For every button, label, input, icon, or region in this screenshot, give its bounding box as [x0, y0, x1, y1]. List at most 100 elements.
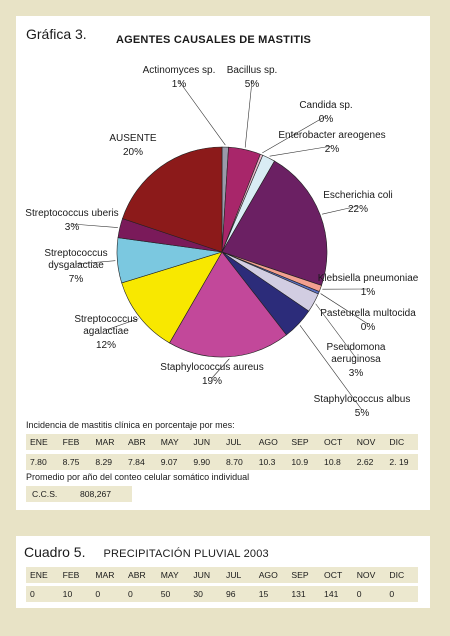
cuadro-number: Cuadro 5. [24, 544, 86, 560]
slice-label: dysgalactiae [48, 260, 104, 271]
incidence-value-cell: 2.62 [356, 457, 374, 467]
incidence-value-cell: 10.3 [258, 457, 276, 467]
pie-slice [221, 160, 328, 286]
slice-value: 12% [96, 340, 116, 351]
incidence-value-cell: 10.9 [291, 457, 309, 467]
incidence-value-cell: 10.8 [324, 457, 341, 467]
incidence-month-cell: AGO [258, 437, 278, 447]
slice-label: Bacillus sp. [227, 65, 278, 76]
slice-value: 7% [69, 274, 84, 285]
slice-value: 19% [202, 376, 222, 387]
cuadro-header: Cuadro 5. PRECIPITACIÓN PLUVIAL 2003 [24, 544, 269, 560]
incidence-month-cell: JUN [193, 437, 211, 447]
precipitation-month-cell: DIC [389, 570, 405, 580]
precipitation-value-cell: 0 [30, 589, 35, 599]
slice-label: AUSENTE [109, 133, 157, 144]
chart-panel: Gráfica 3. AGENTES CAUSALES DE MASTITIS … [16, 16, 430, 510]
precipitation-value-cell: 131 [291, 589, 306, 599]
precipitation-month-cell: SEP [291, 570, 309, 580]
slice-value: 3% [349, 368, 364, 379]
incidence-month-cell: DIC [389, 437, 405, 447]
incidence-value-cell: 2. 19 [389, 457, 409, 467]
precipitation-month-cell: ABR [128, 570, 146, 580]
precipitation-value-cell: 10 [62, 589, 73, 599]
precipitation-value-cell: 0 [95, 589, 101, 599]
ccs-value: 808,267 [80, 489, 112, 499]
pie-slice [169, 251, 287, 358]
precipitation-value-cell: 96 [226, 589, 236, 599]
incidence-month-cell: MAY [160, 437, 179, 447]
incidence-month-cell: MAR [95, 437, 115, 447]
slice-label: Streptococcus uberis [25, 208, 118, 219]
slice-value: 3% [65, 222, 80, 233]
leader-line [71, 223, 118, 228]
leader-line [320, 293, 369, 325]
slice-label: Pasteurella multocida [320, 308, 416, 319]
slice-label: Actinomyces sp. [143, 65, 216, 76]
incidence-value-cell: 7.84 [128, 457, 145, 467]
precipitation-month-cell: JUN [193, 570, 211, 580]
leader-line [244, 80, 253, 148]
incidence-month-cell: JUL [226, 437, 242, 447]
slice-label: Streptococcus [74, 314, 137, 325]
incidence-month-cell: FEB [62, 437, 80, 447]
leader-line [322, 205, 359, 215]
precipitation-month-cell: FEB [62, 570, 80, 580]
precipitation-month-cell: NOV [356, 570, 376, 580]
slice-value: 20% [123, 147, 143, 158]
precipitation-month-cell: OCT [324, 570, 343, 580]
cuadro-title: PRECIPITACIÓN PLUVIAL 2003 [103, 548, 269, 560]
slice-label: agalactiae [83, 326, 129, 337]
leader-line [178, 80, 226, 146]
slice-value: 5% [355, 408, 370, 416]
precipitation-value-cell: 0 [389, 589, 395, 599]
precipitation-month-cell: AGO [258, 570, 278, 580]
incidence-month-cell: ABR [128, 437, 146, 447]
slice-label: Escherichia coli [323, 190, 392, 201]
slice-value: 1% [361, 287, 376, 298]
incidence-value-cell: 8.29 [95, 457, 113, 467]
slice-label: aeruginosa [331, 354, 381, 365]
precipitation-months-row: ENE FEB MAR ABR MAY JUN JUL AGO SEP OCT NOV DIC [26, 567, 418, 583]
slice-value: 2% [325, 144, 340, 155]
precipitation-value-cell: 0 [128, 589, 133, 599]
ccs-row: C.C.S. 808,267 [26, 486, 132, 502]
slice-label: Klebsiella pneumoniae [318, 273, 419, 284]
slice-value: 0% [319, 114, 334, 125]
slice-label: Pseudomona [327, 342, 386, 353]
figure-label: Gráfica 3. [26, 26, 87, 42]
precipitation-month-cell: MAR [95, 570, 115, 580]
leader-line [262, 115, 327, 154]
leader-line [105, 318, 139, 331]
ccs-label: C.C.S. [32, 489, 58, 499]
leader-line [211, 358, 230, 379]
incidence-months-row: ENE FEB MAR ABR MAY JUN JUL AGO SEP OCT NOV DIC [26, 434, 418, 450]
precipitation-month-cell: ENE [30, 570, 48, 580]
slice-label: Streptococcus [44, 248, 107, 259]
slice-label: Enterobacter areogenes [278, 130, 385, 141]
chart-title: AGENTES CAUSALES DE MASTITIS [116, 34, 312, 46]
pie-chart: Actinomyces sp. 1% Bacillus sp. 5% Candida s… [25, 65, 419, 416]
leader-line [269, 145, 333, 157]
slice-value: 1% [172, 79, 187, 90]
incidence-value-cell: 8.75 [62, 457, 80, 467]
incidence-month-cell: NOV [356, 437, 376, 447]
incidence-values-row: 7.80 8.75 8.29 7.84 9.07 9.90 8.70 10.3 10.9 10.8… [26, 454, 418, 470]
ccs-caption: Promedio por año del conteo celular somá… [26, 472, 250, 482]
leader-line [75, 260, 116, 265]
precipitation-panel: Cuadro 5. PRECIPITACIÓN PLUVIAL 2003 ENE… [16, 536, 430, 608]
precipitation-value-cell: 0 [356, 589, 362, 599]
precipitation-value-cell: 50 [160, 589, 171, 599]
precipitation-value-cell: 15 [258, 589, 269, 599]
incidence-month-cell: OCT [324, 437, 343, 447]
slice-value: 0% [361, 322, 376, 333]
precipitation-value-cell: 141 [324, 589, 339, 599]
pie-slice [121, 251, 223, 344]
incidence-caption: Incidencia de mastitis clínica en porcen… [26, 420, 235, 430]
precipitation-month-cell: MAY [160, 570, 179, 580]
incidence-value-cell: 8.70 [226, 457, 243, 467]
precipitation-values-row: 0 10 0 0 50 30 96 15 131 141 0 0 [26, 586, 418, 602]
incidence-month-cell: ENE [30, 437, 48, 447]
slice-value: 5% [245, 79, 260, 90]
leader-line [299, 325, 363, 411]
